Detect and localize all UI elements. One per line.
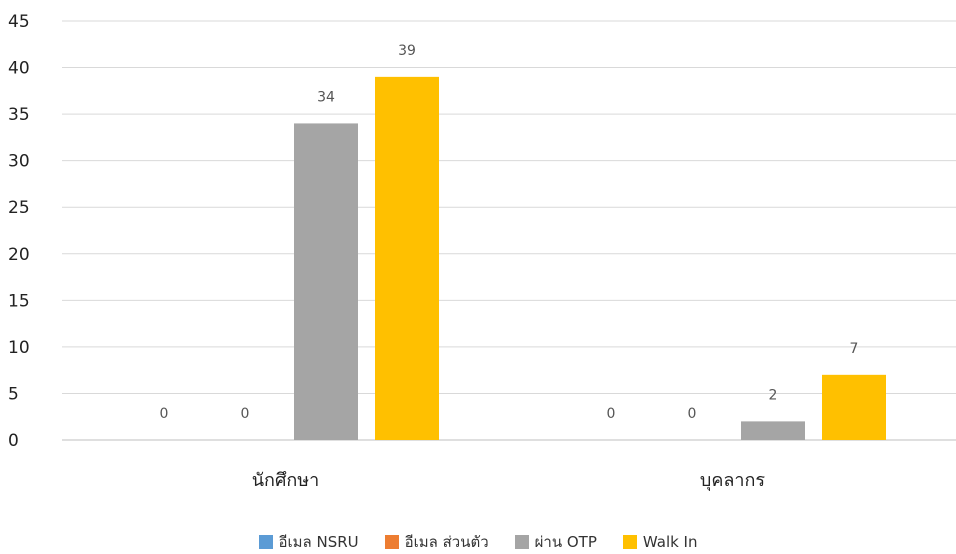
x-axis: นักศึกษา บุคลากร xyxy=(252,470,766,491)
bar xyxy=(375,76,439,440)
y-tick-label: 10 xyxy=(8,338,30,358)
data-label: 0 xyxy=(607,406,616,422)
y-tick-label: 20 xyxy=(8,245,30,265)
y-tick-label: 15 xyxy=(8,291,30,311)
y-tick-label: 0 xyxy=(8,431,19,451)
bars xyxy=(294,76,886,440)
legend-swatch xyxy=(258,535,273,549)
bar xyxy=(741,421,805,440)
gridlines xyxy=(62,20,956,441)
legend-item: Walk In xyxy=(622,533,698,551)
y-tick-label: 30 xyxy=(8,152,30,172)
legend-swatch xyxy=(622,535,637,549)
data-label: 34 xyxy=(317,89,335,105)
x-category-label: นักศึกษา xyxy=(252,470,320,491)
legend-item: อีเมล NSRU xyxy=(258,530,359,554)
legend-item: อีเมล ส่วนตัว xyxy=(384,530,489,554)
legend-label: ผ่าน OTP xyxy=(534,533,597,551)
legend: อีเมล NSRU อีเมล ส่วนตัว ผ่าน OTP Walk In xyxy=(0,531,956,553)
y-tick-label: 45 xyxy=(8,12,30,32)
bar xyxy=(822,374,886,440)
data-label: 7 xyxy=(850,341,859,357)
y-tick-label: 40 xyxy=(8,59,30,79)
y-axis: 0 5 10 15 20 25 30 35 40 45 xyxy=(8,12,30,451)
legend-label: อีเมล NSRU xyxy=(278,533,359,551)
data-label: 0 xyxy=(241,406,250,422)
legend-label: Walk In xyxy=(642,533,698,551)
legend-swatch xyxy=(384,535,399,549)
data-label: 39 xyxy=(398,43,416,59)
legend-label: อีเมล ส่วนตัว xyxy=(404,533,489,551)
y-tick-label: 25 xyxy=(8,198,30,218)
data-label: 0 xyxy=(688,406,697,422)
legend-item: ผ่าน OTP xyxy=(514,530,597,554)
data-label: 2 xyxy=(769,387,778,403)
data-label: 0 xyxy=(160,406,169,422)
y-tick-label: 35 xyxy=(8,105,30,125)
y-tick-label: 5 xyxy=(8,384,19,404)
bar xyxy=(294,123,358,440)
legend-swatch xyxy=(514,535,529,549)
data-labels: 0 0 34 39 0 0 2 7 xyxy=(160,43,859,422)
x-category-label: บุคลากร xyxy=(700,470,766,491)
